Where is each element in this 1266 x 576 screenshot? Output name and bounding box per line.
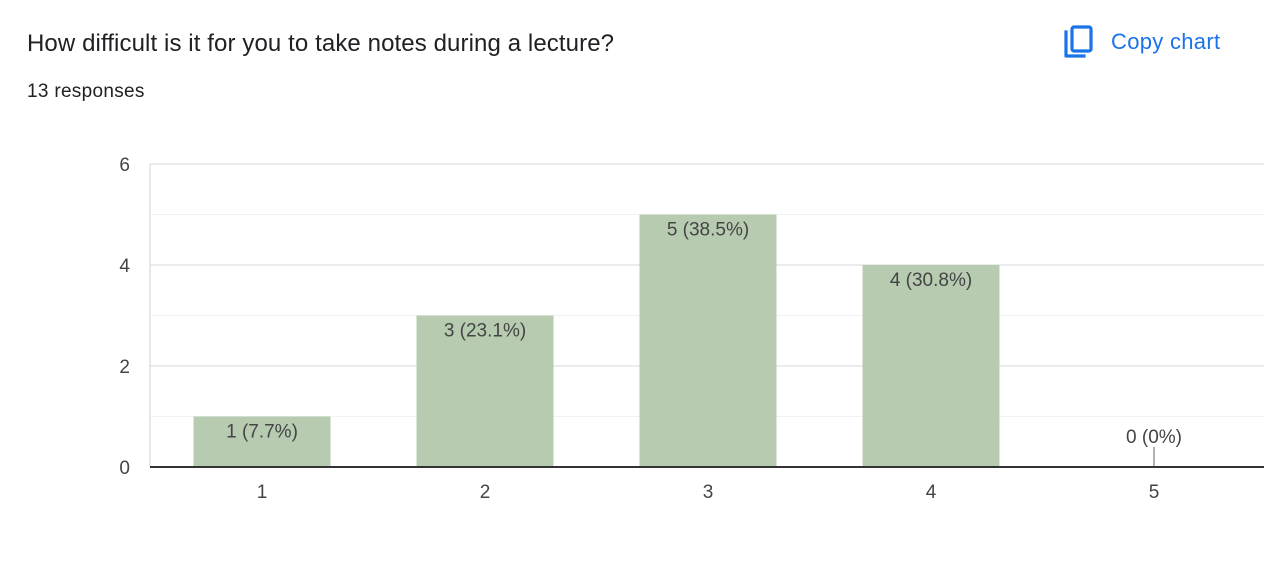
data-label-3: 5 (38.5%): [667, 220, 749, 241]
copy-chart-label: Copy chart: [1111, 29, 1221, 54]
data-label-5: 0 (0%): [1126, 427, 1182, 448]
x-tick-label: 3: [703, 482, 714, 503]
data-label-4: 4 (30.8%): [890, 270, 972, 291]
bars: [193, 214, 1155, 468]
data-labels: 1 (7.7%) 3 (23.1%) 5 (38.5%) 4 (30.8%) 0 (0%…: [226, 220, 1182, 449]
axes: 0 2 4 6 1 2 3 4 5: [119, 155, 1264, 503]
copy-chart-button[interactable]: Copy chart: [1052, 18, 1230, 66]
y-tick-label: 2: [119, 357, 130, 378]
response-count: 13 responses: [27, 81, 145, 102]
data-label-2: 3 (23.1%): [444, 321, 526, 342]
x-tick-label: 5: [1149, 482, 1160, 503]
x-tick-label: 1: [257, 482, 268, 503]
bar-3[interactable]: [639, 214, 777, 468]
bar-1[interactable]: [193, 416, 331, 468]
bar-2[interactable]: [416, 315, 554, 468]
y-tick-label: 4: [119, 256, 130, 277]
question-title: How difficult is it for you to take note…: [27, 30, 615, 57]
bar-4[interactable]: [862, 265, 1000, 467]
x-tick-label: 4: [926, 482, 937, 503]
y-tick-label: 0: [119, 458, 130, 479]
y-tick-label: 6: [119, 155, 130, 176]
x-tick-label: 2: [480, 482, 491, 503]
copy-icon: [1062, 24, 1094, 60]
data-label-1: 1 (7.7%): [226, 422, 298, 443]
